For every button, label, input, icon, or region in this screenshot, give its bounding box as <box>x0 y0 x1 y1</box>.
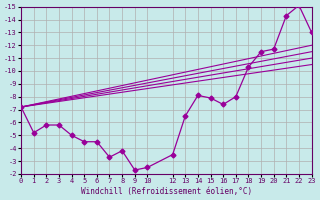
X-axis label: Windchill (Refroidissement éolien,°C): Windchill (Refroidissement éolien,°C) <box>81 187 252 196</box>
